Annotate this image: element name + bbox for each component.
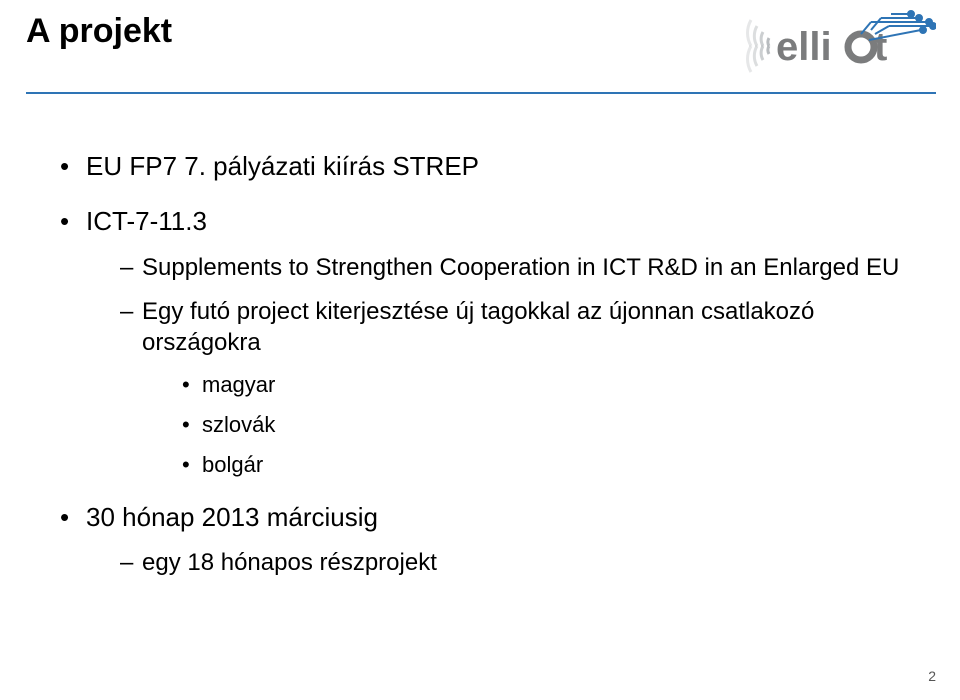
- elliot-logo-icon: elli t: [721, 10, 936, 82]
- dash-list: Supplements to Strengthen Cooperation in…: [86, 253, 900, 480]
- bullet-list: EU FP7 7. pályázati kiírás STREP ICT-7-1…: [60, 150, 900, 579]
- dash-text: Supplements to Strengthen Cooperation in…: [142, 254, 899, 281]
- svg-text:elli: elli: [776, 25, 832, 69]
- dash-text: egy 18 hónapos részprojekt: [142, 549, 437, 576]
- bullet-text: ICT-7-11.3: [86, 206, 207, 236]
- list-item: egy 18 hónapos részprojekt: [120, 548, 900, 579]
- list-item: EU FP7 7. pályázati kiírás STREP: [60, 150, 900, 183]
- list-item: ICT-7-11.3 Supplements to Strengthen Coo…: [60, 205, 900, 479]
- list-item: szlovák: [182, 411, 900, 439]
- list-item: bolgár: [182, 451, 900, 479]
- subbullet-text: szlovák: [202, 412, 275, 437]
- dash-text: Egy futó project kiterjesztése új tagokk…: [142, 298, 814, 356]
- page-number: 2: [928, 668, 936, 684]
- list-item: Supplements to Strengthen Cooperation in…: [120, 253, 900, 284]
- title-rule: [26, 92, 936, 94]
- subbullet-text: bolgár: [202, 452, 263, 477]
- bullet-text: 30 hónap 2013 márciusig: [86, 502, 378, 532]
- dash-list: egy 18 hónapos részprojekt: [86, 548, 900, 579]
- list-item: magyar: [182, 371, 900, 399]
- bullet-text: EU FP7 7. pályázati kiírás STREP: [86, 151, 479, 181]
- subbullet-list: magyar szlovák bolgár: [142, 371, 900, 479]
- slide-body: EU FP7 7. pályázati kiírás STREP ICT-7-1…: [60, 150, 900, 601]
- slide: A projekt elli t: [0, 0, 960, 700]
- list-item: Egy futó project kiterjesztése új tagokk…: [120, 297, 900, 479]
- list-item: 30 hónap 2013 márciusig egy 18 hónapos r…: [60, 501, 900, 579]
- logo: elli t: [721, 10, 936, 87]
- subbullet-text: magyar: [202, 372, 275, 397]
- slide-title: A projekt: [26, 12, 172, 51]
